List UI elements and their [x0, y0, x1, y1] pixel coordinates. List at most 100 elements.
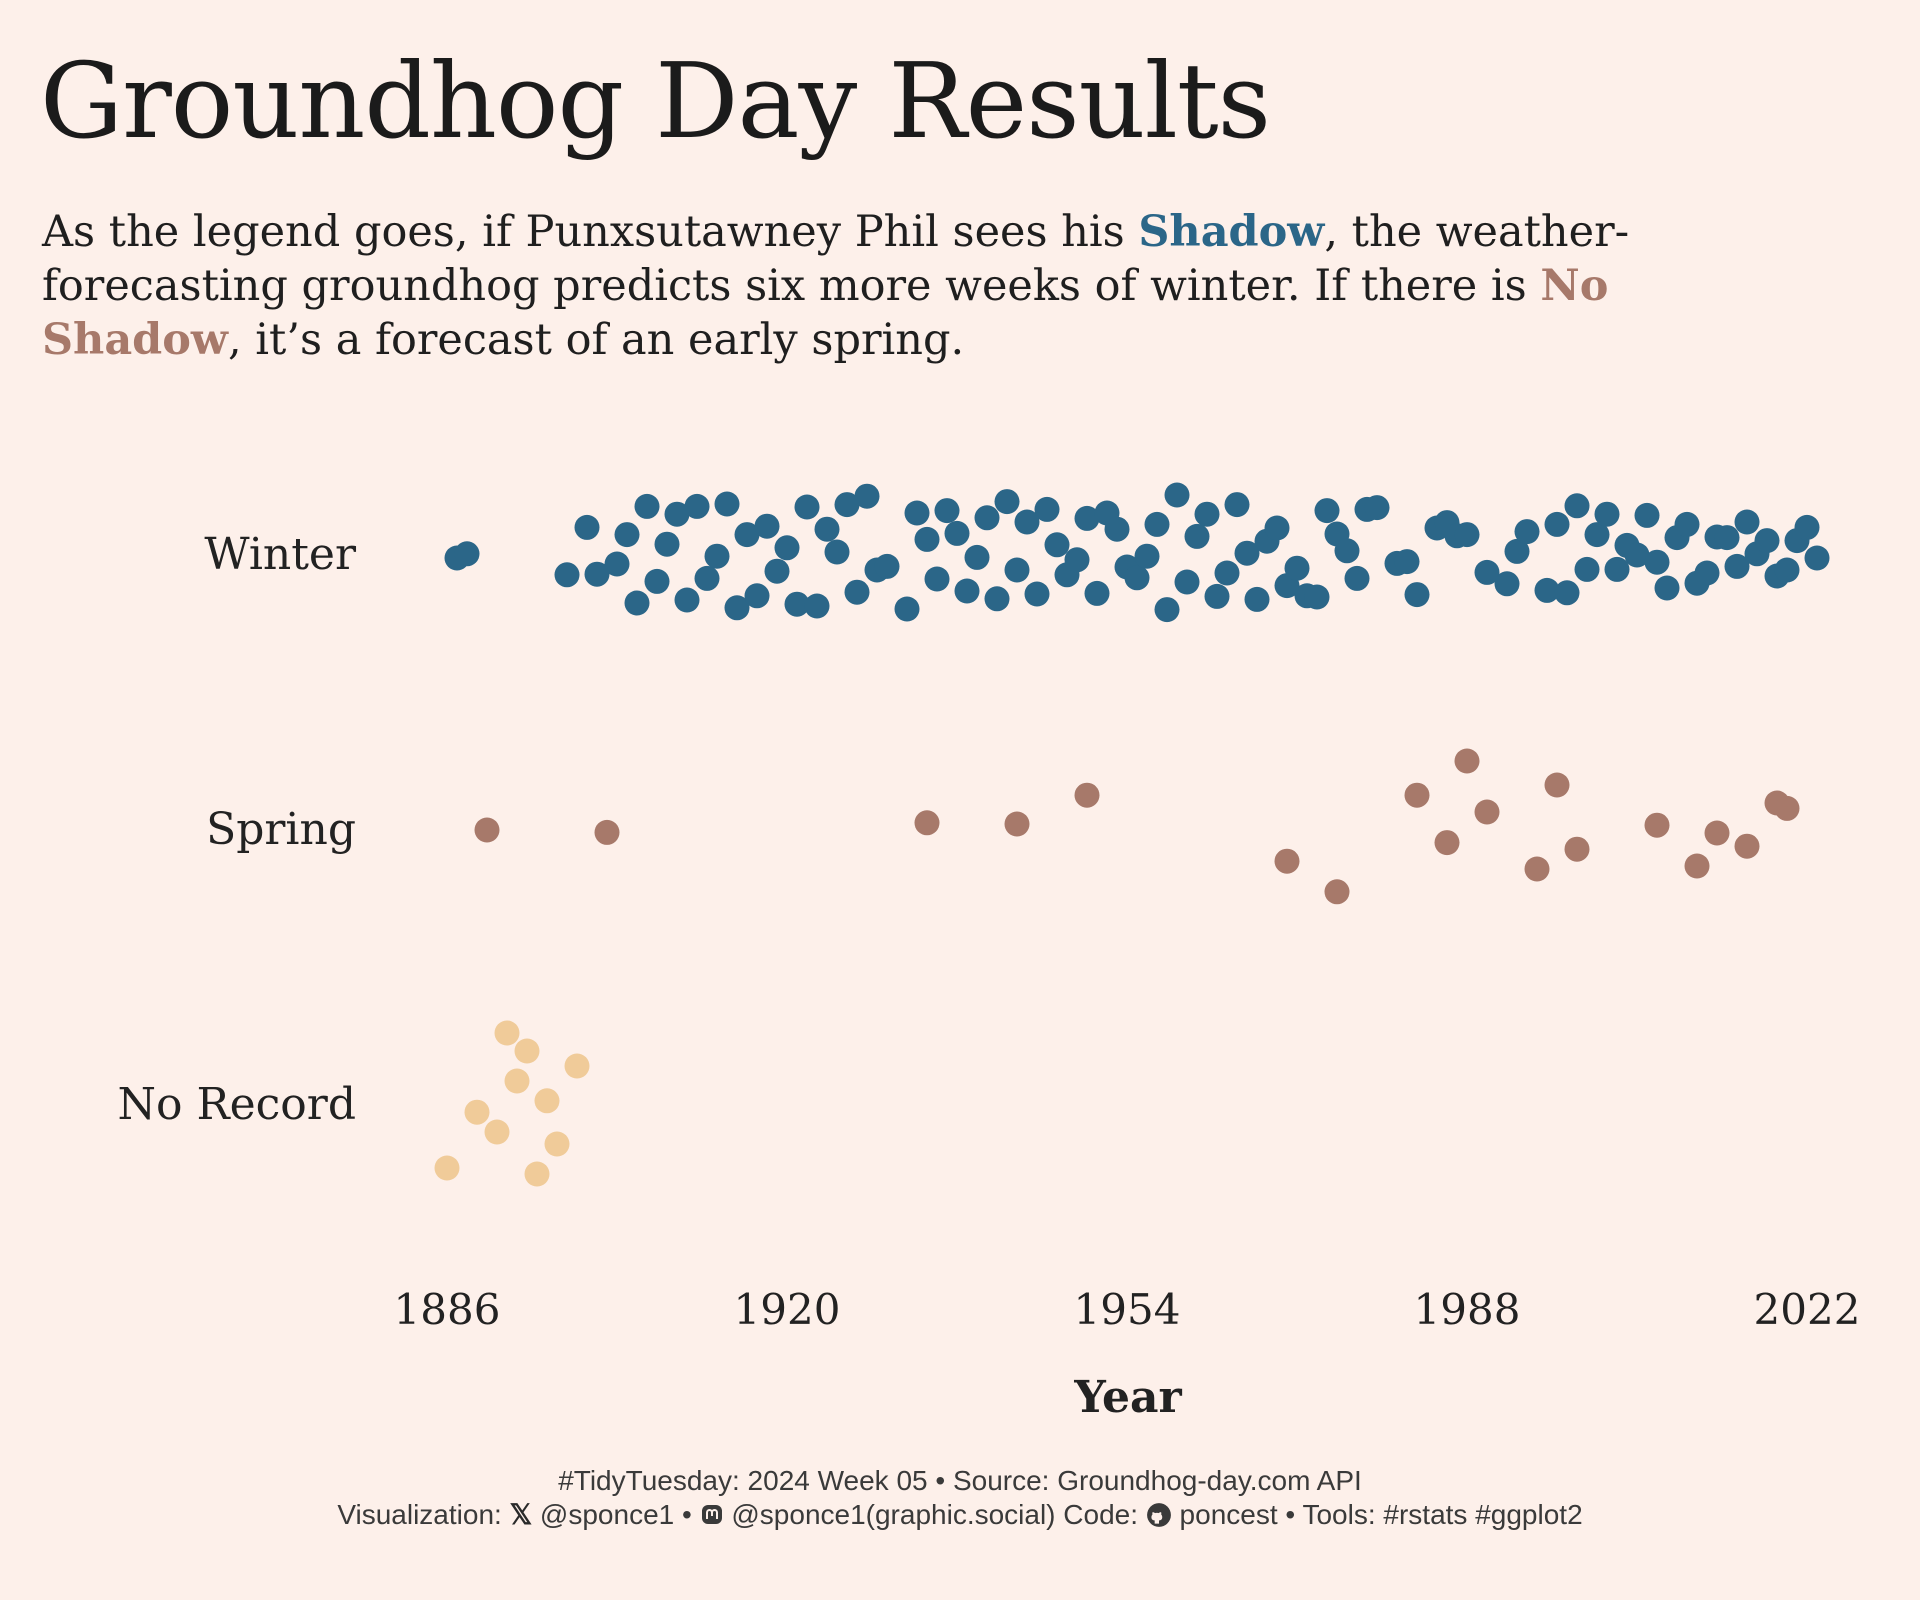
data-point	[1734, 509, 1760, 535]
data-point	[654, 531, 680, 557]
x-axis-title: Year	[1073, 1372, 1182, 1423]
data-point	[1214, 560, 1240, 586]
caption-code-and-tools: poncest • Tools: #rstats #ggplot2	[1171, 1499, 1583, 1530]
data-point	[1284, 555, 1310, 581]
x-tick-label: 1988	[1414, 1285, 1521, 1334]
data-point	[1654, 575, 1680, 601]
data-point	[1644, 549, 1670, 575]
data-point	[994, 489, 1020, 515]
data-point	[484, 1119, 510, 1145]
data-point	[904, 500, 930, 526]
data-point	[474, 817, 500, 843]
data-point	[554, 562, 580, 588]
data-point	[1004, 557, 1030, 583]
data-point	[634, 493, 660, 519]
data-point	[764, 558, 790, 584]
data-point	[774, 535, 800, 561]
data-point	[614, 522, 640, 548]
data-point	[524, 1161, 550, 1187]
data-point	[1494, 571, 1520, 597]
data-point	[454, 541, 480, 567]
github-icon	[1146, 1503, 1171, 1527]
data-point	[1564, 493, 1590, 519]
data-point	[504, 1068, 530, 1094]
data-point	[1694, 560, 1720, 586]
data-point	[984, 586, 1010, 612]
shadow-highlight: Shadow	[1138, 207, 1325, 257]
no-shadow-highlight: No Shadow	[42, 261, 1609, 365]
data-point	[964, 544, 990, 570]
data-point	[874, 553, 900, 579]
data-point	[794, 494, 820, 520]
caption-twitter-handle: @sponce1 •	[532, 1499, 700, 1530]
data-point	[824, 539, 850, 565]
data-point	[1584, 522, 1610, 548]
data-point	[754, 513, 780, 539]
data-point	[1434, 830, 1460, 856]
x-tick-label: 1954	[1074, 1285, 1181, 1334]
data-point	[1184, 523, 1210, 549]
data-point	[944, 520, 970, 546]
x-axis-ticks: 1886 1920 1954 1988 2022	[394, 1285, 1861, 1334]
data-point	[594, 819, 620, 845]
subtitle-text-2: , the weather-forecasting groundhog pred…	[42, 207, 1630, 311]
x-tick-label: 1886	[394, 1285, 501, 1334]
data-point	[1454, 522, 1480, 548]
data-point	[1474, 799, 1500, 825]
data-point	[1404, 782, 1430, 808]
data-point	[1234, 540, 1260, 566]
data-point	[1674, 511, 1700, 537]
data-point	[1534, 577, 1560, 603]
data-point	[1074, 505, 1100, 531]
data-point	[644, 568, 670, 594]
data-point	[624, 590, 650, 616]
data-point	[1204, 583, 1230, 609]
data-point	[1564, 836, 1590, 862]
caption-mastodon-handle: @sponce1(graphic.social) Code:	[723, 1499, 1146, 1530]
caption-line-1: #TidyTuesday: 2024 Week 05 • Source: Gro…	[558, 1465, 1362, 1496]
data-point	[1724, 553, 1750, 579]
data-point	[1264, 515, 1290, 541]
data-point	[1334, 538, 1360, 564]
data-point	[1544, 511, 1570, 537]
data-point	[1684, 853, 1710, 879]
data-point	[1704, 820, 1730, 846]
data-point	[734, 522, 760, 548]
caption-visualization-label: Visualization:	[337, 1499, 510, 1530]
data-point	[854, 483, 880, 509]
data-point	[834, 492, 860, 518]
data-point	[704, 543, 730, 569]
x-tick-label: 1920	[734, 1285, 841, 1334]
data-point	[1074, 782, 1100, 808]
data-point	[914, 810, 940, 836]
data-point	[1084, 580, 1110, 606]
data-point	[1404, 582, 1430, 608]
data-point	[684, 493, 710, 519]
data-point	[1474, 559, 1500, 585]
data-point	[1544, 772, 1570, 798]
data-point	[924, 566, 950, 592]
caption: #TidyTuesday: 2024 Week 05 • Source: Gro…	[0, 1464, 1920, 1532]
data-point	[974, 505, 1000, 531]
data-point	[1604, 556, 1630, 582]
data-point	[604, 551, 630, 577]
chart-title: Groundhog Day Results	[40, 40, 1271, 162]
data-point	[1034, 496, 1060, 522]
mastodon-icon	[701, 1505, 722, 1524]
data-point	[1124, 565, 1150, 591]
data-point	[1734, 833, 1760, 859]
category-label: No Record	[118, 1079, 356, 1130]
data-point	[844, 579, 870, 605]
data-point	[674, 587, 700, 613]
data-point	[1634, 502, 1660, 528]
data-point	[1344, 565, 1370, 591]
data-point	[544, 1131, 570, 1157]
data-point	[1154, 597, 1180, 623]
data-point	[434, 1155, 460, 1181]
data-point	[894, 596, 920, 622]
category-label: Spring	[206, 804, 356, 855]
data-point	[1644, 812, 1670, 838]
data-point	[514, 1038, 540, 1064]
chart-subtitle: As the legend goes, if Punxsutawney Phil…	[42, 205, 1822, 367]
data-point	[574, 514, 600, 540]
